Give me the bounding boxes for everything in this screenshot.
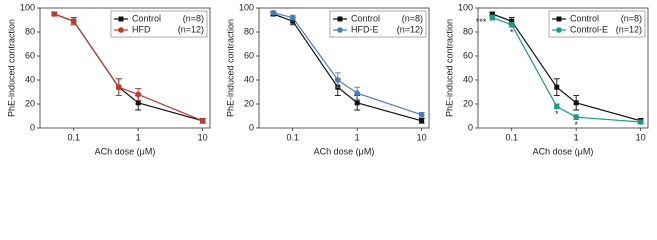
plot-frame bbox=[258, 7, 430, 129]
marker bbox=[135, 91, 141, 98]
legend-n: (n=8) bbox=[621, 13, 642, 23]
x-tick-label: 0.1 bbox=[505, 132, 518, 142]
marker bbox=[118, 16, 124, 22]
legend-box bbox=[329, 10, 427, 38]
x-tick-label: 0.1 bbox=[67, 132, 80, 142]
y-tick-label: 100 bbox=[239, 2, 254, 12]
plot-frame bbox=[39, 7, 211, 129]
y-axis-label: PhE-induced contraction bbox=[225, 19, 235, 117]
x-tick-label: 1 bbox=[574, 132, 579, 142]
y-tick-label: 40 bbox=[244, 74, 254, 84]
y-tick-label: 0 bbox=[249, 122, 254, 132]
marker bbox=[199, 118, 206, 124]
significance-label: * bbox=[574, 120, 578, 130]
marker bbox=[51, 11, 58, 17]
y-tick-label: 40 bbox=[25, 74, 35, 84]
significance-label: * bbox=[555, 109, 559, 119]
x-tick-label: 10 bbox=[636, 132, 646, 142]
marker bbox=[554, 84, 560, 90]
y-tick-label: 20 bbox=[25, 98, 35, 108]
x-tick-label: 0.1 bbox=[286, 132, 299, 142]
y-axis-label: PhE-induced contraction bbox=[6, 19, 16, 117]
legend-n: (n=12) bbox=[397, 24, 423, 34]
legend-label: Control-E bbox=[570, 24, 608, 34]
marker bbox=[354, 100, 360, 106]
x-tick-label: 10 bbox=[417, 132, 427, 142]
legend-box bbox=[110, 10, 208, 38]
marker bbox=[556, 27, 562, 33]
marker bbox=[290, 18, 296, 24]
y-tick-label: 80 bbox=[463, 26, 473, 36]
y-tick-label: 0 bbox=[468, 122, 473, 132]
y-tick-label: 80 bbox=[244, 26, 254, 36]
marker bbox=[337, 27, 343, 33]
legend-n: (n=8) bbox=[402, 13, 423, 23]
legend-n: (n=12) bbox=[616, 24, 642, 34]
marker bbox=[354, 90, 360, 96]
y-tick-label: 60 bbox=[25, 50, 35, 60]
marker bbox=[573, 100, 579, 106]
panel: 0 20 40 60 80 100 0.1 1 10 ACh dose (μM) PhE-induc… bbox=[6, 2, 211, 156]
x-axis-label: ACh dose (μM) bbox=[314, 146, 375, 156]
legend-label: Control bbox=[351, 13, 380, 23]
legend-label: Control bbox=[132, 13, 161, 23]
marker bbox=[489, 11, 495, 17]
y-tick-label: 60 bbox=[463, 50, 473, 60]
marker bbox=[118, 27, 124, 33]
x-tick-label: 1 bbox=[355, 132, 360, 142]
x-axis-label: ACh dose (μM) bbox=[533, 146, 594, 156]
panel: 0 20 40 60 80 100 0.1 1 10 ACh dose (μM) PhE-induc… bbox=[225, 2, 430, 156]
significance-label: * bbox=[510, 28, 514, 38]
significance-label: *** bbox=[476, 17, 487, 27]
marker bbox=[489, 14, 496, 21]
x-tick-label: 1 bbox=[136, 132, 141, 142]
x-tick-label: 10 bbox=[198, 132, 208, 142]
legend: Control (n=8) HFD-E (n=12) bbox=[329, 10, 427, 38]
y-tick-label: 100 bbox=[458, 2, 473, 12]
marker bbox=[508, 22, 515, 28]
y-axis-label: PhE-induced contraction bbox=[444, 19, 454, 117]
y-tick-label: 20 bbox=[244, 98, 254, 108]
y-tick-label: 100 bbox=[20, 2, 35, 12]
marker bbox=[270, 10, 277, 16]
y-tick-label: 0 bbox=[30, 122, 35, 132]
marker bbox=[509, 18, 515, 24]
marker bbox=[334, 77, 341, 83]
y-tick-label: 80 bbox=[25, 26, 35, 36]
x-axis-label: ACh dose (μM) bbox=[95, 146, 156, 156]
legend: Control (n=8) HFD (n=12) bbox=[110, 10, 208, 38]
legend-box bbox=[548, 10, 646, 38]
marker bbox=[115, 84, 122, 90]
marker bbox=[553, 103, 560, 110]
marker bbox=[419, 118, 425, 124]
marker bbox=[135, 100, 141, 106]
legend-n: (n=8) bbox=[183, 13, 204, 23]
marker bbox=[289, 14, 296, 21]
plot-frame bbox=[477, 7, 649, 129]
marker bbox=[337, 16, 343, 22]
y-tick-label: 60 bbox=[244, 50, 254, 60]
panel: 0 20 40 60 80 100 0.1 1 10 ACh dose (μM) PhE-induc… bbox=[444, 2, 649, 156]
marker bbox=[556, 16, 562, 22]
marker bbox=[418, 112, 425, 118]
y-tick-label: 40 bbox=[463, 74, 473, 84]
marker bbox=[70, 18, 77, 25]
legend: Control (n=8) Control-E (n=12) bbox=[548, 10, 646, 38]
legend-label: HFD-E bbox=[351, 24, 379, 34]
marker bbox=[573, 114, 579, 120]
legend-label: Control bbox=[570, 13, 599, 23]
legend-label: HFD bbox=[132, 24, 151, 34]
y-tick-label: 20 bbox=[463, 98, 473, 108]
marker bbox=[637, 119, 644, 125]
legend-n: (n=12) bbox=[178, 24, 204, 34]
